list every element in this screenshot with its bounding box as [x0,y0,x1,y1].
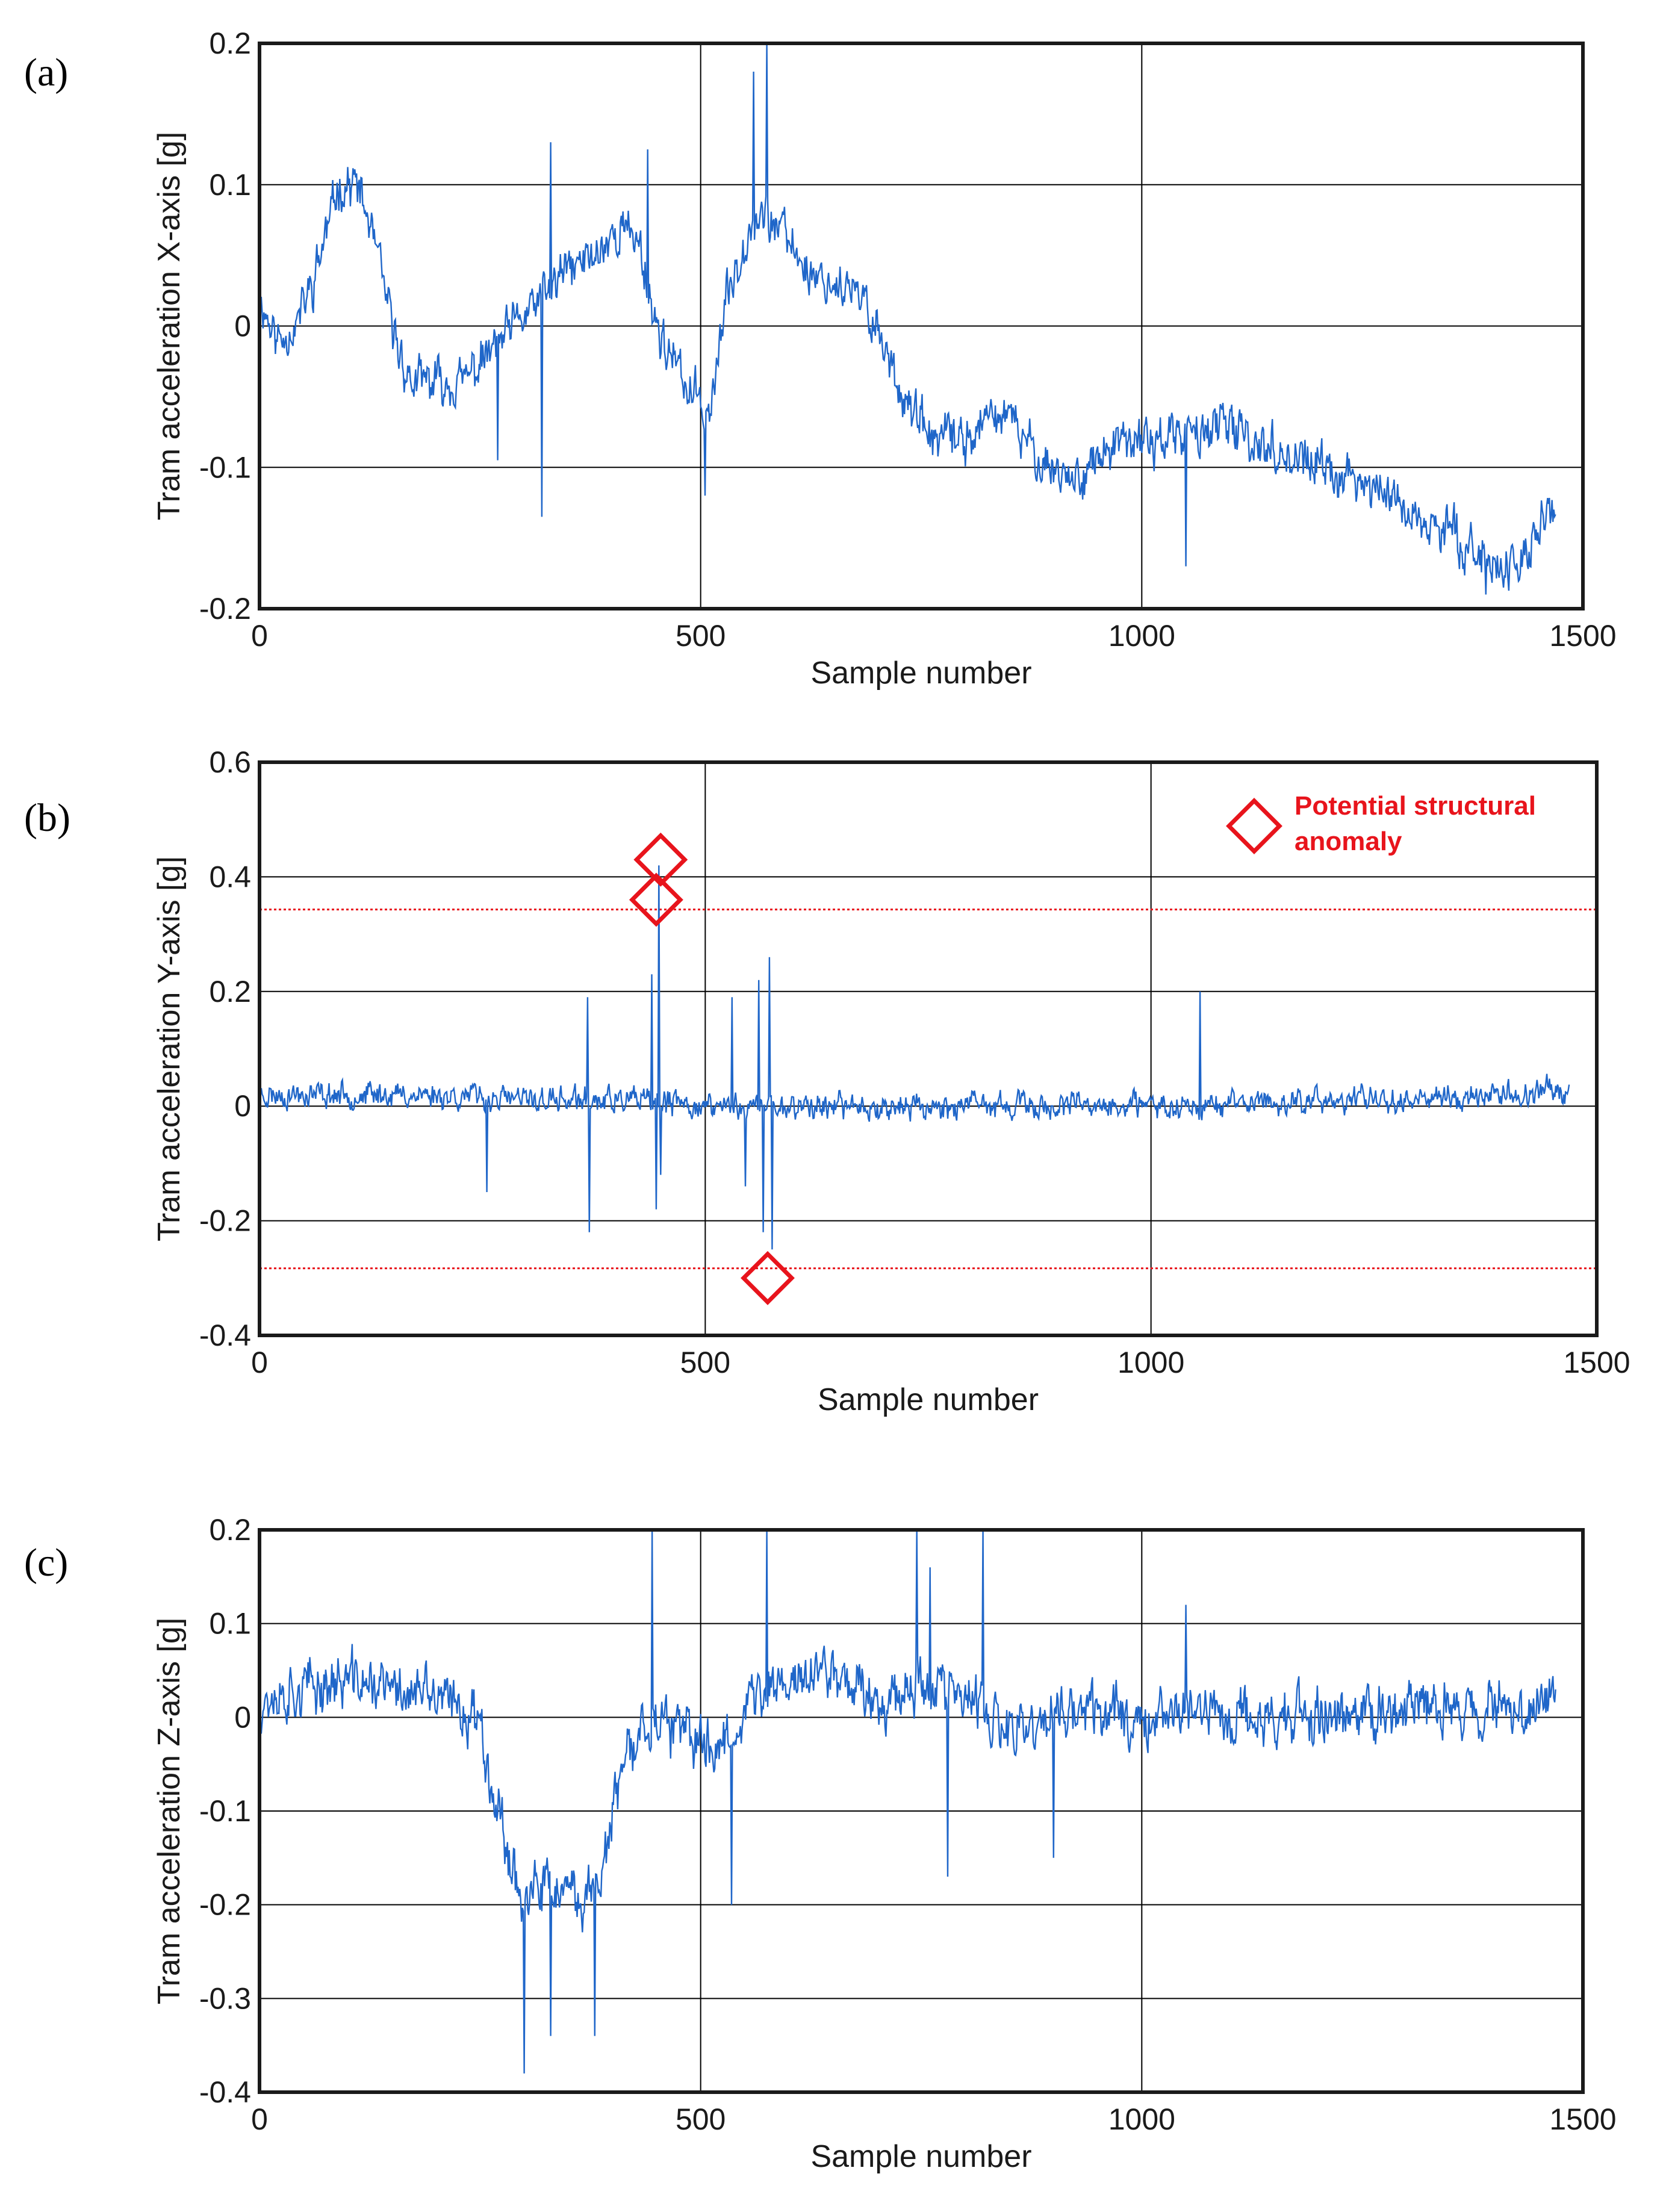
y-tick-label: 0.2 [209,975,251,1008]
x-axis-label: Sample number [810,656,1031,691]
anomaly-marker [633,832,688,887]
y-tick-label: -0.2 [199,592,251,626]
panel-label: (b) [24,796,70,840]
y-tick-label: 0 [234,1700,251,1734]
y-tick-label: 0.1 [209,168,251,202]
x-tick-label: 0 [251,2102,268,2136]
panel-label: (c) [24,1541,68,1585]
x-tick-label: 500 [676,619,726,653]
y-tick-label: 0.4 [209,860,251,893]
y-tick-label: -0.4 [199,1319,251,1352]
y-axis-label: Tram acceleration Z-axis [g] [152,1618,187,2004]
series-line-xaxis [260,43,1556,595]
legend-label-line1: Potential structural [1295,791,1536,821]
x-tick-label: 0 [251,619,268,653]
x-tick-label: 1500 [1549,2102,1616,2136]
legend-label-line2: anomaly [1295,827,1402,856]
panel-c: -0.4 -0.3 -0.2 -0.1 0 0.1 0.2 0 500 1000 1500 Sampl… [24,1513,1617,2174]
y-axis-label: Tram acceleration X-axis [g] [152,132,187,520]
x-tick-label: 500 [676,2102,726,2136]
y-axis-label: Tram acceleration Y-axis [g] [152,856,187,1241]
y-tick-label: -0.3 [199,1981,251,2015]
y-tick-label: -0.2 [199,1204,251,1238]
y-tick-label: 0.2 [209,26,251,60]
y-tick-label: 0.1 [209,1607,251,1641]
x-tick-label: 0 [251,1346,268,1379]
axes-frame [258,760,1599,1337]
y-tick-label: 0 [234,309,251,343]
x-tick-label: 1000 [1108,619,1175,653]
y-tick-label: -0.2 [199,1888,251,1922]
y-tick-label: -0.1 [199,1794,251,1828]
x-tick-label: 1000 [1108,2102,1175,2136]
y-tick-label: 0.2 [209,1513,251,1547]
x-axis-label: Sample number [818,1382,1039,1417]
anomaly-marker [629,872,683,927]
anomaly-marker [741,1250,795,1305]
panel-label: (a) [24,51,68,95]
panel-a: -0.2 -0.1 0 0.1 0.2 0 500 1000 1500 Sample number… [24,26,1617,691]
x-tick-label: 500 [680,1346,730,1379]
x-tick-label: 1000 [1117,1346,1184,1379]
x-tick-label: 1500 [1563,1346,1630,1379]
axes-frame [258,1528,1585,2094]
series-line-yaxis [260,865,1570,1250]
series-line-zaxis [260,1530,1556,2074]
legend: Potential structural anomaly [1226,791,1536,856]
y-tick-label: 0.6 [209,745,251,779]
y-tick-label: -0.1 [199,450,251,484]
x-axis-label: Sample number [810,2139,1031,2174]
y-tick-label: 0 [234,1089,251,1123]
panel-b: Potential structural anomaly -0.4 -0.2 0 0.2 0… [24,745,1630,1417]
x-tick-label: 1500 [1549,619,1616,653]
legend-marker-icon [1226,798,1282,854]
y-tick-label: -0.4 [199,2075,251,2109]
axes-frame [258,42,1585,610]
